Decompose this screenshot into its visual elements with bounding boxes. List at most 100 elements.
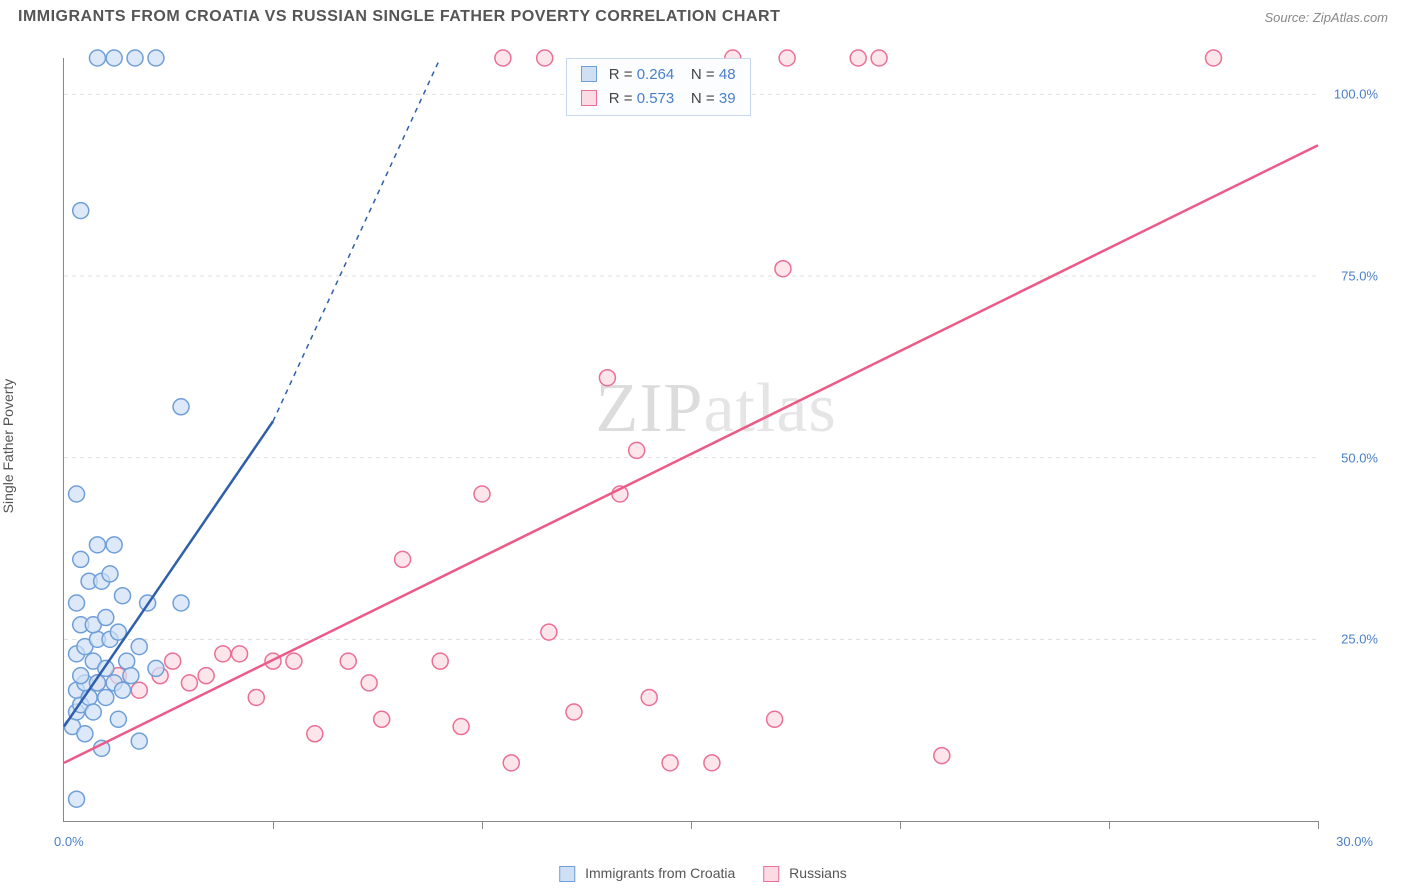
scatter-point-croatia (85, 704, 101, 720)
scatter-point-russians (1206, 50, 1222, 66)
stats-r-value: 0.264 (637, 66, 675, 83)
scatter-point-russians (474, 486, 490, 502)
scatter-point-russians (181, 675, 197, 691)
legend-label: Russians (789, 865, 847, 881)
stats-n-label: N = (691, 66, 715, 83)
scatter-point-croatia (73, 668, 89, 684)
chart-title: IMMIGRANTS FROM CROATIA VS RUSSIAN SINGL… (18, 8, 780, 26)
scatter-point-russians (503, 755, 519, 771)
stats-n-value: 48 (719, 66, 736, 83)
scatter-point-croatia (131, 733, 147, 749)
scatter-point-croatia (119, 653, 135, 669)
x-tick (482, 821, 483, 829)
scatter-point-croatia (89, 537, 105, 553)
scatter-point-croatia (173, 399, 189, 415)
scatter-point-croatia (77, 726, 93, 742)
scatter-point-croatia (106, 50, 122, 66)
scatter-point-russians (775, 261, 791, 277)
scatter-point-croatia (115, 682, 131, 698)
scatter-point-russians (599, 370, 615, 386)
scatter-point-russians (361, 675, 377, 691)
plot-area: ZIPatlas R = 0.264 N = 48 R = 0.573 N = … (63, 58, 1318, 822)
scatter-point-russians (566, 704, 582, 720)
stats-r-value: 0.573 (637, 90, 675, 107)
scatter-point-russians (165, 653, 181, 669)
x-axis-max-label: 30.0% (1336, 834, 1373, 849)
stats-r-label: R = (609, 90, 633, 107)
trendline-croatia (64, 421, 273, 726)
scatter-point-russians (641, 689, 657, 705)
chart-container: Single Father Poverty ZIPatlas R = 0.264… (18, 40, 1388, 852)
plot-svg (64, 58, 1318, 821)
scatter-point-russians (232, 646, 248, 662)
y-tick-label: 100.0% (1334, 87, 1378, 102)
scatter-point-russians (453, 719, 469, 735)
stats-n-label: N = (691, 90, 715, 107)
scatter-point-russians (662, 755, 678, 771)
scatter-point-russians (131, 682, 147, 698)
scatter-point-russians (871, 50, 887, 66)
x-tick (691, 821, 692, 829)
scatter-point-croatia (148, 660, 164, 676)
scatter-point-croatia (123, 668, 139, 684)
swatch-russians-icon (581, 90, 597, 106)
scatter-point-croatia (69, 486, 85, 502)
scatter-point-russians (850, 50, 866, 66)
stats-row-russians: R = 0.573 N = 39 (581, 87, 736, 111)
scatter-point-croatia (69, 791, 85, 807)
scatter-point-russians (704, 755, 720, 771)
scatter-point-russians (307, 726, 323, 742)
scatter-point-russians (340, 653, 356, 669)
source-label: Source: ZipAtlas.com (1264, 10, 1388, 25)
scatter-point-russians (215, 646, 231, 662)
scatter-point-croatia (115, 588, 131, 604)
scatter-point-croatia (98, 610, 114, 626)
y-tick-label: 50.0% (1341, 450, 1378, 465)
scatter-point-russians (767, 711, 783, 727)
scatter-point-croatia (73, 551, 89, 567)
stats-legend-box: R = 0.264 N = 48 R = 0.573 N = 39 (566, 58, 751, 116)
scatter-point-croatia (148, 50, 164, 66)
scatter-point-russians (629, 442, 645, 458)
x-tick (1109, 821, 1110, 829)
y-axis-label: Single Father Poverty (0, 379, 16, 514)
x-tick (1318, 821, 1319, 829)
x-tick (273, 821, 274, 829)
x-axis-min-label: 0.0% (54, 834, 84, 849)
y-tick-label: 25.0% (1341, 632, 1378, 647)
scatter-point-russians (541, 624, 557, 640)
swatch-croatia-icon (559, 866, 575, 882)
scatter-point-croatia (89, 50, 105, 66)
scatter-point-russians (537, 50, 553, 66)
scatter-point-russians (395, 551, 411, 567)
scatter-point-croatia (73, 203, 89, 219)
scatter-point-croatia (173, 595, 189, 611)
scatter-point-russians (779, 50, 795, 66)
legend-item-croatia: Immigrants from Croatia (559, 865, 735, 882)
swatch-russians-icon (763, 866, 779, 882)
scatter-point-russians (248, 689, 264, 705)
bottom-legend: Immigrants from Croatia Russians (559, 865, 847, 882)
swatch-croatia-icon (581, 66, 597, 82)
scatter-point-russians (374, 711, 390, 727)
x-tick (900, 821, 901, 829)
scatter-point-russians (286, 653, 302, 669)
scatter-point-croatia (106, 537, 122, 553)
scatter-point-croatia (131, 639, 147, 655)
scatter-point-croatia (127, 50, 143, 66)
stats-row-croatia: R = 0.264 N = 48 (581, 63, 736, 87)
scatter-point-russians (495, 50, 511, 66)
trendline-croatia-ext (273, 58, 440, 421)
legend-label: Immigrants from Croatia (585, 865, 735, 881)
y-tick-label: 75.0% (1341, 269, 1378, 284)
scatter-point-russians (934, 748, 950, 764)
scatter-point-russians (432, 653, 448, 669)
scatter-point-croatia (98, 689, 114, 705)
stats-r-label: R = (609, 66, 633, 83)
scatter-point-croatia (110, 711, 126, 727)
scatter-point-russians (198, 668, 214, 684)
legend-item-russians: Russians (763, 865, 846, 882)
stats-n-value: 39 (719, 90, 736, 107)
scatter-point-croatia (102, 566, 118, 582)
scatter-point-croatia (69, 595, 85, 611)
